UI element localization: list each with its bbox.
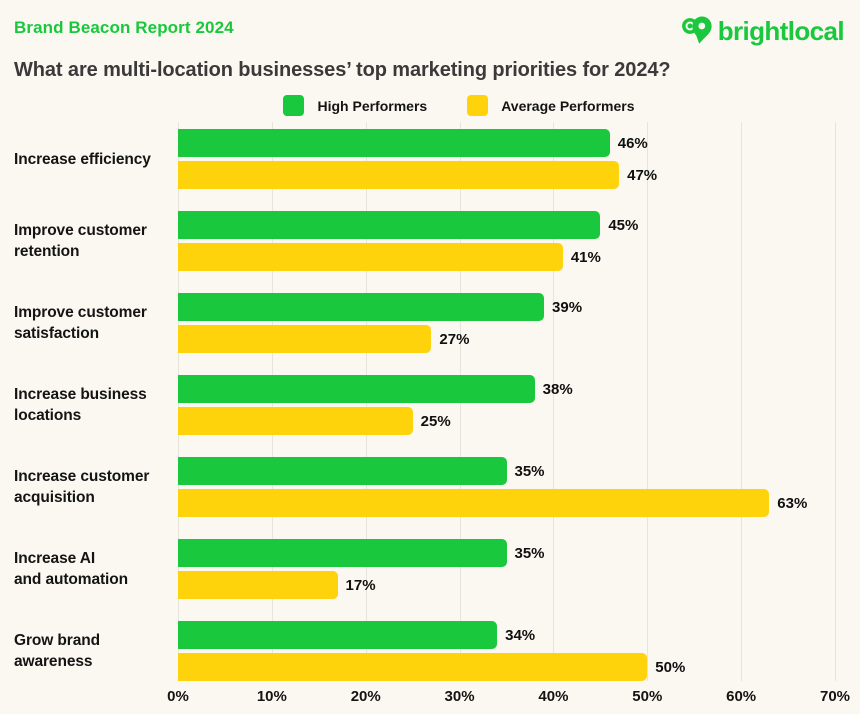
bar-average-performers [178, 571, 338, 599]
category-label: Increase efficiency [14, 150, 151, 168]
category-row: Increase business locations 38% 25% [0, 375, 860, 435]
value-label: 38% [542, 380, 573, 398]
value-label: 46% [617, 134, 648, 152]
bar-line: 39% [178, 293, 835, 321]
value-label: 45% [608, 216, 639, 234]
x-tick-label: 30% [444, 688, 475, 705]
bar-group: 38% 25% [178, 375, 835, 435]
x-tick-label: 0% [167, 688, 189, 705]
category-row: Improve customer retention 45% 41% [0, 211, 860, 271]
legend-swatch [467, 95, 489, 116]
x-tick-label: 10% [256, 688, 287, 705]
value-label: 34% [505, 626, 536, 644]
bar-high-performers [178, 129, 610, 157]
bar-line: 45% [178, 211, 835, 239]
gridline [553, 122, 555, 681]
value-label: 27% [439, 330, 470, 348]
category-label: Improve customer retention [14, 222, 147, 260]
gridline [647, 122, 649, 681]
report-label: Brand Beacon Report 2024 [14, 18, 234, 37]
bar-high-performers [178, 211, 601, 239]
bar-average-performers [178, 653, 648, 681]
bar-line: 50% [178, 653, 835, 681]
x-tick-label: 50% [632, 688, 663, 705]
legend-label: High Performers [317, 97, 428, 114]
bar-line: 38% [178, 375, 835, 403]
category-row: Increase customer acquisition 35% 63% [0, 457, 860, 517]
gridline [835, 122, 836, 681]
bar-high-performers [178, 375, 535, 403]
bar-group: 34% 50% [178, 621, 835, 681]
bar-high-performers [178, 621, 498, 649]
value-label: 47% [627, 166, 658, 184]
logo-wordmark: brightlocal [717, 15, 845, 46]
bar-group: 35% 63% [178, 457, 835, 517]
category-row: Grow brand awareness 34% 50% [0, 621, 860, 681]
bar-line: 41% [178, 243, 835, 271]
category-row: Improve customer satisfaction 39% 27% [0, 293, 860, 353]
bar-high-performers [178, 457, 507, 485]
bar-chart: Increase efficiency 46% 47% Improve custome… [0, 122, 860, 710]
x-tick-label: 60% [726, 688, 757, 705]
bar-average-performers [178, 243, 563, 271]
bar-line: 35% [178, 539, 835, 567]
bar-group: 45% 41% [178, 211, 835, 271]
bar-group: 46% 47% [178, 129, 835, 189]
legend-item: High Performers [283, 95, 427, 116]
legend-swatch [283, 95, 305, 116]
bar-line: 17% [178, 571, 835, 599]
category-row: Increase efficiency 46% 47% [0, 129, 860, 189]
page-title: What are multi-location businesses’ top … [14, 59, 671, 81]
category-label: Increase AI and automation [14, 550, 128, 588]
x-tick-label: 20% [350, 688, 381, 705]
chart-rows: Increase efficiency 46% 47% Improve custome… [0, 129, 860, 681]
bar-line: 47% [178, 161, 835, 189]
bar-average-performers [178, 161, 620, 189]
x-tick-label: 70% [819, 688, 851, 705]
value-label: 63% [777, 494, 808, 512]
gridline [741, 122, 743, 681]
bar-average-performers [178, 325, 432, 353]
value-label: 50% [655, 658, 686, 676]
bar-group: 39% 27% [178, 293, 835, 353]
bar-line: 27% [178, 325, 835, 353]
category-label: Increase business locations [14, 386, 147, 424]
bar-average-performers [178, 489, 770, 517]
category-row: Increase AI and automation 35% 17% [0, 539, 860, 599]
value-label: 41% [570, 248, 601, 266]
category-label: Increase customer acquisition [14, 468, 150, 506]
value-label: 25% [420, 412, 451, 430]
legend-item: Average Performers [467, 95, 635, 116]
legend-label: Average Performers [501, 97, 635, 114]
x-tick-label: 40% [538, 688, 569, 705]
bar-group: 35% 17% [178, 539, 835, 599]
bar-line: 34% [178, 621, 835, 649]
x-axis: 0% 10% 20% 30% 40% 50% 60% 70% [167, 688, 850, 708]
chart-legend: High Performers Average Performers [0, 95, 860, 116]
value-label: 39% [552, 298, 583, 316]
category-label: Grow brand awareness [14, 632, 100, 670]
header: Brand Beacon Report 2024 brightlocal [0, 0, 860, 49]
brightlocal-logo: brightlocal [680, 13, 845, 49]
bar-line: 63% [178, 489, 835, 517]
bar-high-performers [178, 293, 545, 321]
bar-line: 46% [178, 129, 835, 157]
map-pin-heart-icon [680, 13, 714, 49]
bar-line: 35% [178, 457, 835, 485]
bar-line: 25% [178, 407, 835, 435]
bar-high-performers [178, 539, 507, 567]
value-label: 35% [514, 462, 545, 480]
value-label: 17% [345, 576, 376, 594]
bar-average-performers [178, 407, 413, 435]
category-label: Improve customer satisfaction [14, 304, 147, 342]
value-label: 35% [514, 544, 545, 562]
